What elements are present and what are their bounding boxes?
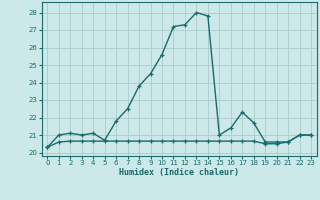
X-axis label: Humidex (Indice chaleur): Humidex (Indice chaleur) <box>119 168 239 177</box>
